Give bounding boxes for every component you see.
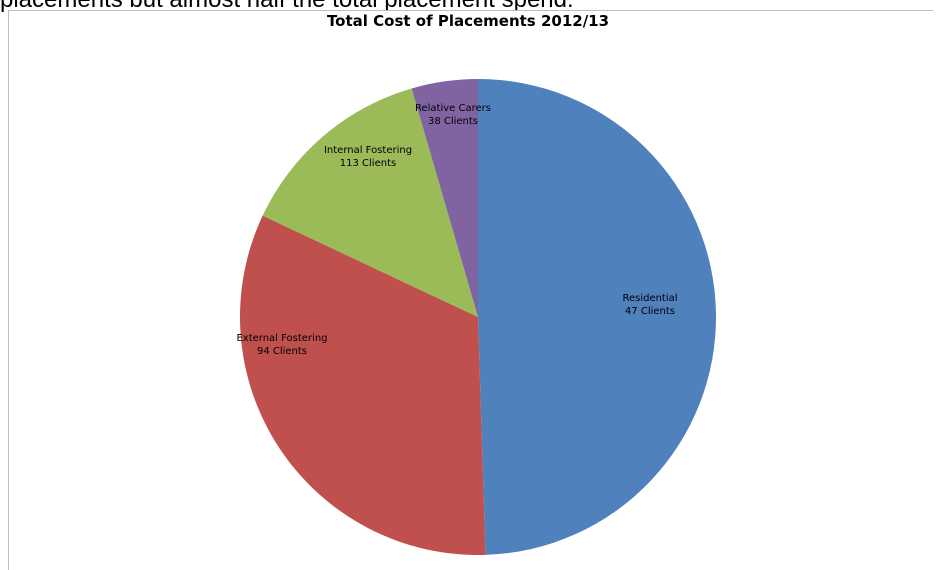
- pie-slice-relative-carers: [411, 79, 478, 317]
- pie-slice-internal-fostering: [262, 88, 478, 317]
- pie-slice-external-fostering: [239, 215, 486, 555]
- slice-label-internal-fostering: Internal Fostering 113 Clients: [324, 145, 412, 169]
- slice-label-external-fostering: External Fostering 94 Clients: [236, 333, 327, 357]
- slice-label-relative-carers: Relative Carers 38 Clients: [415, 103, 491, 127]
- pie-slice-residential: [478, 79, 717, 555]
- chart-title: Total Cost of Placements 2012/13: [326, 12, 610, 30]
- page-text-fragment: placements but almost half the total pla…: [0, 0, 936, 14]
- slice-label-residential: Residential 47 Clients: [622, 293, 677, 317]
